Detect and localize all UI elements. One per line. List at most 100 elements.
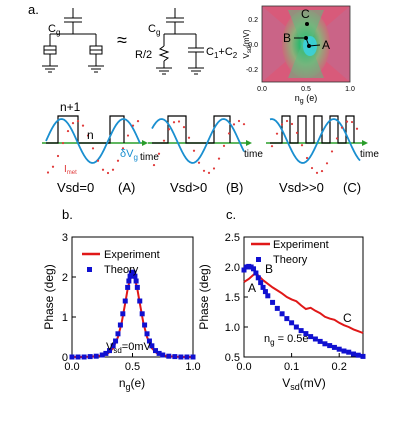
- series-marker-theory: [350, 351, 356, 357]
- caption-vsd-gg-0: Vsd>>0: [279, 180, 324, 195]
- panel-c-ylabel: Phase (deg): [197, 264, 211, 329]
- x-tick-label: 0.5: [125, 361, 140, 373]
- inset-point-b: B: [283, 31, 291, 45]
- series-marker-theory: [81, 354, 87, 360]
- caption-a: (A): [118, 180, 135, 195]
- gate-voltage-wave: [269, 118, 361, 164]
- series-marker-theory: [178, 354, 184, 360]
- series-marker-theory: [308, 334, 314, 340]
- series-marker-theory: [190, 354, 196, 360]
- current-dot: [345, 120, 349, 123]
- series-marker-theory: [103, 350, 109, 356]
- series-marker-theory: [265, 293, 271, 299]
- x-tick-label: 0.0: [64, 361, 79, 373]
- current-dot: [325, 162, 329, 165]
- series-marker-theory: [146, 338, 152, 344]
- current-dot: [172, 121, 176, 124]
- panel-c-point-c: C: [343, 311, 352, 325]
- panel-c-legend: Experiment Theory: [251, 239, 329, 266]
- panel-a-label: a.: [28, 2, 39, 17]
- approx-sign: ≈: [117, 30, 127, 50]
- series-marker-theory: [160, 352, 166, 358]
- series-marker-theory: [110, 343, 116, 349]
- series-marker-theory: [99, 352, 105, 358]
- series-marker-theory: [149, 343, 155, 349]
- caption-vsd-0: Vsd=0: [57, 180, 94, 195]
- panel-b-annotation: Vsd=0mV: [106, 341, 152, 355]
- y-tick-label: 3: [62, 232, 68, 244]
- current-dot: [116, 159, 120, 162]
- series-marker-theory: [117, 322, 123, 328]
- current-dot: [280, 123, 284, 126]
- time-label: time: [244, 149, 263, 160]
- y-tick-label: 1: [62, 312, 68, 324]
- current-dot: [192, 149, 196, 152]
- current-dot: [61, 141, 65, 145]
- current-dot: [136, 120, 140, 123]
- inset-colormap: C B A 0.2 0.0 -0.2 0.0 0.5 1.0 ng (e) Vs…: [242, 5, 355, 105]
- time-label: time: [140, 152, 159, 163]
- current-dot: [96, 159, 100, 162]
- series-marker-theory: [293, 324, 299, 330]
- series-marker-theory: [346, 349, 352, 355]
- time-axis-arrow: [362, 140, 368, 146]
- current-dot: [207, 171, 211, 174]
- panel-c-xlabel: Vsd(mV): [282, 376, 326, 392]
- series-marker-theory: [336, 346, 342, 352]
- current-dot: [81, 124, 85, 127]
- current-dot: [295, 131, 299, 134]
- current-dot: [350, 120, 354, 124]
- series-marker-theory: [142, 322, 148, 328]
- level-n-plus-1: n+1: [60, 100, 81, 114]
- panel-c-chart: c. 0.0 0.1 0.2 0.5 1.0 1.5 2.0 2.5 Experiment T…: [197, 207, 366, 392]
- current-dot: [275, 132, 279, 135]
- series-marker-theory: [93, 353, 99, 359]
- panel-b-ticks: 0.0 0.5 1.0 0 1 2 3: [62, 232, 201, 373]
- inset-point-c: C: [301, 7, 310, 21]
- x-tick-label: 0.0: [236, 361, 251, 373]
- current-dot: [330, 150, 334, 153]
- inset-point-a: A: [322, 38, 330, 52]
- series-marker-theory: [184, 354, 190, 360]
- panel-c-point-b: B: [265, 262, 273, 276]
- x-tick-label: 0.2: [332, 361, 347, 373]
- series-marker-theory: [107, 348, 113, 354]
- inset-xtick: 1.0: [345, 86, 355, 93]
- series-marker-theory: [303, 331, 309, 337]
- charge-steps: [152, 115, 231, 144]
- y-tick-label: 1.0: [225, 322, 240, 334]
- level-n: n: [87, 128, 94, 142]
- current-dot: [157, 152, 161, 155]
- inset-ylabel: Vsd(mV): [242, 29, 253, 58]
- series-marker-theory: [255, 275, 261, 281]
- current-dot: [71, 122, 75, 125]
- series-marker-theory: [127, 273, 133, 279]
- series-marker-theory: [251, 266, 257, 272]
- current-dot: [46, 171, 50, 174]
- current-dot: [101, 168, 105, 171]
- series-marker-theory: [341, 348, 347, 354]
- series-marker-theory: [125, 284, 131, 290]
- legend-experiment: Experiment: [273, 239, 329, 251]
- time-axis-arrow: [142, 140, 148, 146]
- current-dot: [167, 128, 171, 131]
- series-marker-theory: [120, 311, 126, 317]
- current-dot: [290, 122, 294, 126]
- x-tick-label: 0.1: [284, 361, 299, 373]
- panel-c-label: c.: [226, 207, 236, 222]
- series-marker-theory: [156, 350, 162, 356]
- legend-marker-theory: [87, 267, 92, 272]
- series-marker-theory: [144, 331, 150, 337]
- panel-b-chart: b. 0.0 0.5 1.0 0 1 2 3 Experiment Theory Vsd=0…: [42, 207, 201, 392]
- current-dot: [335, 137, 339, 140]
- series-marker-theory: [258, 280, 264, 286]
- cg-right-label: Cg: [148, 23, 160, 37]
- series-marker-theory: [317, 338, 323, 344]
- current-dot: [242, 123, 246, 126]
- series-marker-theory: [260, 284, 266, 290]
- series-marker-theory: [132, 273, 138, 279]
- current-dot: [152, 163, 156, 167]
- series-marker-theory: [75, 354, 81, 360]
- panel-b-legend: Experiment Theory: [82, 249, 160, 276]
